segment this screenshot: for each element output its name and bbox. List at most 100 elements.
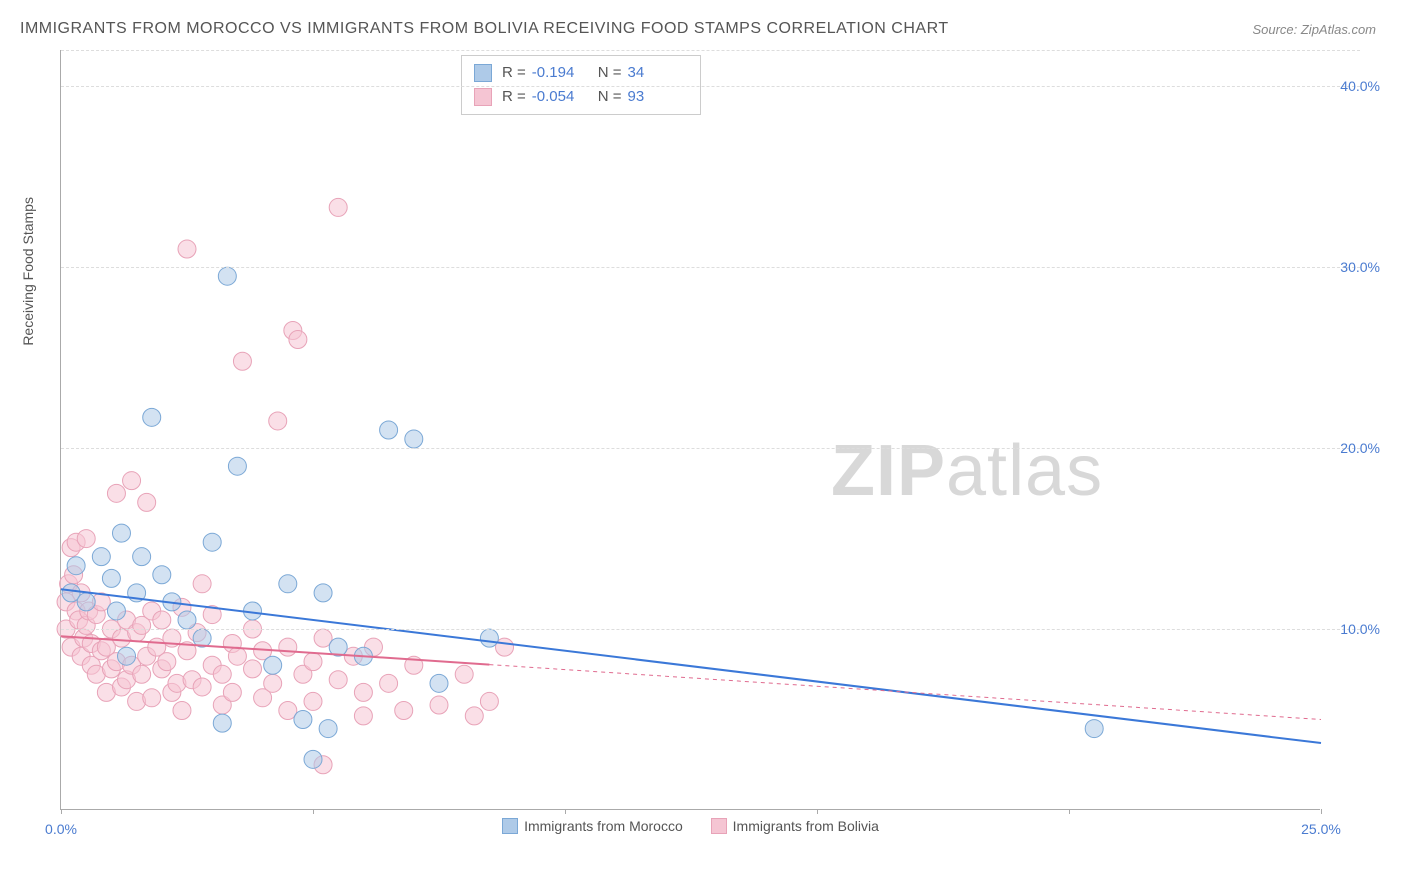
data-point: [218, 267, 236, 285]
data-point: [279, 575, 297, 593]
legend-item: Immigrants from Bolivia: [711, 818, 879, 834]
y-tick-label: 30.0%: [1325, 259, 1380, 275]
data-point: [233, 352, 251, 370]
r-label: R =: [502, 85, 526, 109]
data-point: [223, 683, 241, 701]
data-point: [395, 701, 413, 719]
data-point: [158, 653, 176, 671]
data-point: [264, 656, 282, 674]
chart-title: IMMIGRANTS FROM MOROCCO VS IMMIGRANTS FR…: [20, 20, 949, 38]
data-point: [405, 430, 423, 448]
y-tick-label: 10.0%: [1325, 621, 1380, 637]
data-point: [314, 584, 332, 602]
data-point: [319, 720, 337, 738]
x-tick: [61, 809, 62, 814]
y-axis-title: Receiving Food Stamps: [20, 197, 36, 346]
grid-line: [61, 50, 1360, 51]
data-point: [178, 240, 196, 258]
data-point: [133, 548, 151, 566]
data-point: [92, 548, 110, 566]
data-point: [213, 714, 231, 732]
data-point: [380, 674, 398, 692]
legend-item: Immigrants from Morocco: [502, 818, 683, 834]
data-point: [228, 647, 246, 665]
legend-swatch-bolivia: [711, 818, 727, 834]
y-tick-label: 40.0%: [1325, 78, 1380, 94]
n-label: N =: [598, 61, 622, 85]
scatter-svg: [61, 50, 1320, 809]
x-tick: [817, 809, 818, 814]
grid-line: [61, 86, 1360, 87]
legend-stats-row: R = -0.054 N = 93: [474, 85, 688, 109]
data-point: [354, 683, 372, 701]
data-point: [430, 696, 448, 714]
data-point: [244, 660, 262, 678]
legend-label: Immigrants from Bolivia: [733, 818, 879, 834]
data-point: [329, 671, 347, 689]
data-point: [304, 653, 322, 671]
legend-swatch-bolivia: [474, 88, 492, 106]
data-point: [67, 557, 85, 575]
data-point: [77, 530, 95, 548]
data-point: [329, 198, 347, 216]
legend-swatch-morocco: [474, 64, 492, 82]
data-point: [289, 331, 307, 349]
x-tick: [565, 809, 566, 814]
data-point: [1085, 720, 1103, 738]
data-point: [203, 533, 221, 551]
data-point: [107, 484, 125, 502]
x-tick-label: 0.0%: [45, 821, 77, 837]
data-point: [455, 665, 473, 683]
legend-stats: R = -0.194 N = 34 R = -0.054 N = 93: [461, 55, 701, 115]
n-value: 93: [628, 85, 688, 109]
data-point: [118, 647, 136, 665]
data-point: [102, 569, 120, 587]
data-point: [153, 611, 171, 629]
source-label: Source: ZipAtlas.com: [1252, 22, 1376, 37]
data-point: [138, 493, 156, 511]
x-tick-label: 25.0%: [1301, 821, 1341, 837]
r-label: R =: [502, 61, 526, 85]
r-value: -0.194: [532, 61, 592, 85]
data-point: [178, 611, 196, 629]
data-point: [77, 593, 95, 611]
data-point: [304, 750, 322, 768]
trend-line-extrapolated: [489, 665, 1321, 720]
y-tick-label: 20.0%: [1325, 440, 1380, 456]
x-tick: [1069, 809, 1070, 814]
data-point: [173, 701, 191, 719]
grid-line: [61, 448, 1360, 449]
x-tick: [313, 809, 314, 814]
data-point: [380, 421, 398, 439]
data-point: [143, 689, 161, 707]
grid-line: [61, 629, 1360, 630]
grid-line: [61, 267, 1360, 268]
data-point: [430, 674, 448, 692]
legend-stats-row: R = -0.194 N = 34: [474, 61, 688, 85]
data-point: [153, 566, 171, 584]
data-point: [354, 707, 372, 725]
data-point: [193, 575, 211, 593]
data-point: [193, 678, 211, 696]
r-value: -0.054: [532, 85, 592, 109]
data-point: [480, 692, 498, 710]
legend-swatch-morocco: [502, 818, 518, 834]
data-point: [279, 638, 297, 656]
data-point: [228, 457, 246, 475]
n-value: 34: [628, 61, 688, 85]
data-point: [269, 412, 287, 430]
data-point: [304, 692, 322, 710]
data-point: [123, 472, 141, 490]
x-tick: [1321, 809, 1322, 814]
legend-bottom: Immigrants from Morocco Immigrants from …: [61, 818, 1320, 837]
data-point: [112, 524, 130, 542]
correlation-chart: IMMIGRANTS FROM MOROCCO VS IMMIGRANTS FR…: [0, 0, 1406, 892]
data-point: [133, 665, 151, 683]
n-label: N =: [598, 85, 622, 109]
data-point: [294, 711, 312, 729]
data-point: [143, 408, 161, 426]
data-point: [213, 665, 231, 683]
plot-area: ZIPatlas R = -0.194 N = 34 R = -0.054 N …: [60, 50, 1320, 810]
data-point: [107, 602, 125, 620]
data-point: [264, 674, 282, 692]
